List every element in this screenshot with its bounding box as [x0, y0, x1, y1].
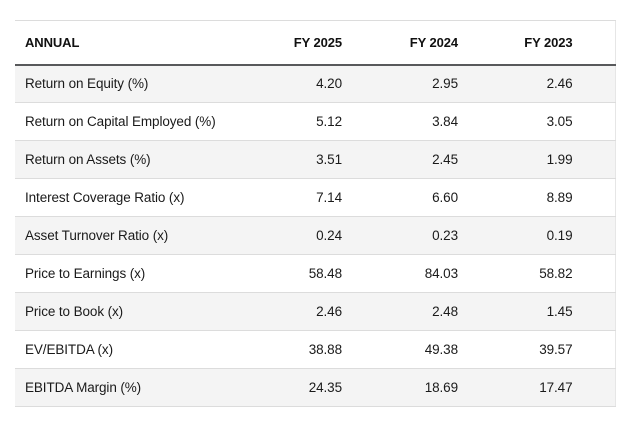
metric-value-fy2024: 2.95 [384, 64, 500, 103]
metric-value-fy2025: 58.48 [268, 254, 384, 293]
header-fy2025: FY 2025 [268, 20, 384, 66]
metric-value-fy2025: 38.88 [268, 330, 384, 369]
metric-value-fy2024: 3.84 [384, 102, 500, 141]
metric-value-fy2024: 84.03 [384, 254, 500, 293]
metric-value-fy2024: 18.69 [384, 368, 500, 407]
metric-value-fy2025: 5.12 [268, 102, 384, 141]
metric-label: Return on Assets (%) [15, 140, 268, 179]
table-header: ANNUAL FY 2025 FY 2024 FY 2023 [15, 20, 615, 66]
metric-value-fy2023: 17.47 [500, 368, 615, 407]
metric-value-fy2024: 2.48 [384, 292, 500, 331]
header-annual: ANNUAL [15, 20, 268, 66]
metric-value-fy2023: 8.89 [500, 178, 615, 217]
metric-label: Return on Equity (%) [15, 64, 268, 103]
table-row: Interest Coverage Ratio (x) 7.14 6.60 8.… [15, 178, 615, 217]
metric-value-fy2023: 2.46 [500, 64, 615, 103]
metric-label: Price to Book (x) [15, 292, 268, 331]
table-row: EV/EBITDA (x) 38.88 49.38 39.57 [15, 330, 615, 369]
table-row: Price to Book (x) 2.46 2.48 1.45 [15, 292, 615, 331]
header-fy2023: FY 2023 [500, 20, 615, 66]
metric-value-fy2025: 2.46 [268, 292, 384, 331]
metric-value-fy2023: 58.82 [500, 254, 615, 293]
metric-label: EV/EBITDA (x) [15, 330, 268, 369]
table-row: Asset Turnover Ratio (x) 0.24 0.23 0.19 [15, 216, 615, 255]
table-row: Return on Assets (%) 3.51 2.45 1.99 [15, 140, 615, 179]
metric-value-fy2024: 0.23 [384, 216, 500, 255]
table-row: Price to Earnings (x) 58.48 84.03 58.82 [15, 254, 615, 293]
metric-value-fy2024: 49.38 [384, 330, 500, 369]
metric-value-fy2023: 1.45 [500, 292, 615, 331]
metric-label: Asset Turnover Ratio (x) [15, 216, 268, 255]
metric-value-fy2024: 6.60 [384, 178, 500, 217]
metric-value-fy2025: 24.35 [268, 368, 384, 407]
metric-label: Price to Earnings (x) [15, 254, 268, 293]
metric-value-fy2025: 7.14 [268, 178, 384, 217]
table-row: Return on Equity (%) 4.20 2.95 2.46 [15, 64, 615, 103]
table-row: EBITDA Margin (%) 24.35 18.69 17.47 [15, 368, 615, 407]
metric-value-fy2025: 3.51 [268, 140, 384, 179]
metric-label: Interest Coverage Ratio (x) [15, 178, 268, 217]
header-fy2024: FY 2024 [384, 20, 500, 66]
metric-value-fy2023: 39.57 [500, 330, 615, 369]
metric-label: EBITDA Margin (%) [15, 368, 268, 407]
metric-value-fy2024: 2.45 [384, 140, 500, 179]
table-body: Return on Equity (%) 4.20 2.95 2.46 Retu… [15, 64, 615, 407]
table-row: Return on Capital Employed (%) 5.12 3.84… [15, 102, 615, 141]
header-row: ANNUAL FY 2025 FY 2024 FY 2023 [15, 20, 615, 66]
financial-ratios-table: ANNUAL FY 2025 FY 2024 FY 2023 Return on… [15, 20, 616, 407]
metric-value-fy2025: 0.24 [268, 216, 384, 255]
metric-value-fy2023: 1.99 [500, 140, 615, 179]
metric-label: Return on Capital Employed (%) [15, 102, 268, 141]
metric-value-fy2023: 3.05 [500, 102, 615, 141]
metric-value-fy2025: 4.20 [268, 64, 384, 103]
metric-value-fy2023: 0.19 [500, 216, 615, 255]
